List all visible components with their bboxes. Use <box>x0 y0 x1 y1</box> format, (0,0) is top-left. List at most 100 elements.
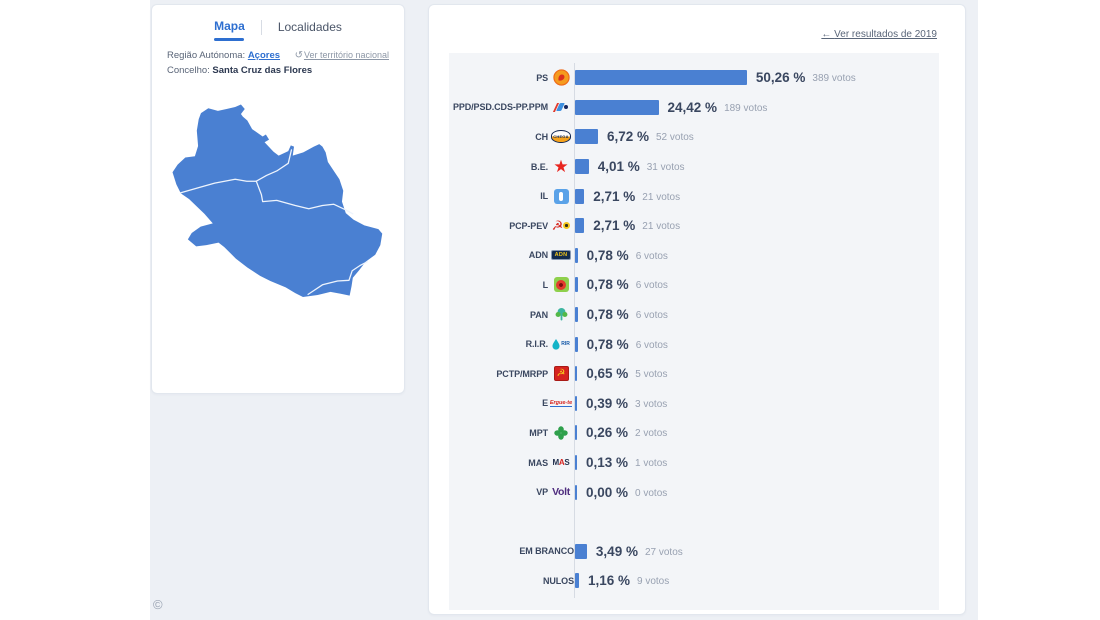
result-bar[interactable] <box>575 129 598 145</box>
bar-zone: 0,26 % 2 votos <box>575 425 939 441</box>
party-label: ADN <box>528 250 548 261</box>
map-box <box>152 89 404 377</box>
result-percent: 0,78 % <box>586 336 629 352</box>
result-percent: 0,65 % <box>586 366 629 382</box>
result-row: CH CHEGA 6,72 % 52 votos <box>449 122 939 152</box>
result-percent: 50,26 % <box>755 70 806 86</box>
psd-coalition-logo <box>548 102 574 112</box>
result-percent: 0,26 % <box>586 425 629 441</box>
result-bar[interactable] <box>575 159 589 175</box>
party-label: IL <box>540 191 548 202</box>
il-logo <box>548 188 574 204</box>
result-votes: 6 votos <box>635 280 668 292</box>
active-tab-underline <box>214 38 245 41</box>
result-bar[interactable] <box>575 277 578 293</box>
results-2019-link[interactable]: ← Ver resultados de 2019 <box>821 29 937 40</box>
result-row: PS 50,26 % 389 votos <box>449 63 939 93</box>
result-row: B.E. ★ 4,01 % 31 votos <box>449 152 939 182</box>
result-bar[interactable] <box>575 336 578 352</box>
bar-zone: 24,42 % 189 votos <box>575 99 939 115</box>
tab-localidades[interactable]: Localidades <box>278 20 342 34</box>
result-votes: 0 votos <box>635 487 668 499</box>
bar-zone: 1,16 % 9 votos <box>575 573 939 589</box>
concelho-label: Concelho: <box>167 65 210 76</box>
tab-localidades-label: Localidades <box>277 20 342 34</box>
result-votes: 52 votos <box>656 132 694 144</box>
bar-zone: 4,01 % 31 votos <box>575 159 939 175</box>
result-votes: 6 votos <box>635 339 668 351</box>
be-logo: ★ <box>553 157 569 177</box>
result-bar[interactable] <box>575 70 747 86</box>
result-bar[interactable] <box>575 425 577 441</box>
result-bar[interactable] <box>575 543 587 559</box>
result-row: PCTP/MRPP ☭ 0,65 % 5 votos <box>449 359 939 389</box>
party-label: NULOS <box>542 575 574 586</box>
livre-logo <box>548 277 574 293</box>
result-votes: 2 votos <box>635 428 668 440</box>
bar-zone: 2,71 % 21 votos <box>575 188 939 204</box>
party-label: MAS <box>528 457 548 468</box>
result-votes: 3 votos <box>635 398 668 410</box>
result-bar[interactable] <box>575 188 585 204</box>
result-percent: 0,13 % <box>586 455 629 471</box>
result-bar[interactable] <box>575 366 578 382</box>
result-row: L 0,78 % 6 votos <box>449 270 939 300</box>
result-percent: 24,42 % <box>667 99 718 115</box>
result-row: E Ergue-te 0,39 % 3 votos <box>449 389 939 419</box>
result-bar[interactable] <box>575 99 659 115</box>
results-panel: ← Ver resultados de 2019 PS 50,26 % 389 vo… <box>428 4 966 615</box>
result-bar[interactable] <box>575 218 585 234</box>
result-votes: 27 votos <box>644 546 683 558</box>
chega-logo: CHEGA <box>548 130 574 144</box>
territory-link[interactable]: ↺Ver território nacional <box>295 50 389 61</box>
result-votes: 9 votos <box>636 576 670 588</box>
ergue-te-logo: Ergue-te <box>549 399 573 407</box>
result-percent: 2,71 % <box>593 218 636 234</box>
result-bar[interactable] <box>575 395 577 411</box>
party-label: MPT <box>529 427 548 438</box>
result-percent: 4,01 % <box>597 159 640 175</box>
result-bar[interactable] <box>575 484 577 500</box>
result-row: PCP-PEV ☭ 2,71 % 21 votos <box>449 211 939 241</box>
result-bar[interactable] <box>575 247 578 263</box>
mpt-logo <box>548 426 574 440</box>
result-bar[interactable] <box>575 455 577 471</box>
party-label: PCTP/MRPP <box>496 368 548 379</box>
result-votes: 21 votos <box>642 191 681 203</box>
region-link-acores[interactable]: Açores <box>247 50 281 61</box>
chart-gap <box>449 507 939 537</box>
region-meta: Região Autónoma: Açores ↺Ver território … <box>167 50 389 76</box>
result-row: MPT 0,26 % 2 votos <box>449 418 939 448</box>
bar-zone: 2,71 % 21 votos <box>575 218 939 234</box>
bar-zone: 3,49 % 27 votos <box>575 543 939 559</box>
undo-rotate-icon: ↺ <box>294 50 303 61</box>
adn-logo: ADN <box>548 250 574 261</box>
result-bar[interactable] <box>575 307 578 323</box>
result-row: PPD/PSD.CDS-PP.PPM 24,42 % 189 votos <box>449 93 939 123</box>
map-panel: Mapa Localidades Região Autónoma: Açores… <box>151 4 405 394</box>
copyright-mark: © <box>153 597 163 612</box>
pcp-pev-logo: ☭ <box>548 219 574 232</box>
result-votes: 31 votos <box>646 162 685 174</box>
concelho-map[interactable] <box>161 89 396 377</box>
parish-boundaries <box>179 149 368 296</box>
result-percent: 1,16 % <box>587 573 630 589</box>
result-row: IL 2,71 % 21 votos <box>449 181 939 211</box>
party-label: B.E. <box>530 161 548 172</box>
tab-mapa[interactable]: Mapa <box>214 19 245 41</box>
result-row: PAN 0,78 % 6 votos <box>449 300 939 330</box>
result-percent: 3,49 % <box>595 543 638 559</box>
result-votes: 21 votos <box>642 221 681 233</box>
result-percent: 2,71 % <box>593 188 636 204</box>
bar-zone: 0,78 % 6 votos <box>575 307 939 323</box>
rir-logo: RIR <box>548 338 574 350</box>
pan-logo <box>548 307 574 322</box>
party-label: E <box>542 398 548 409</box>
party-label: VP <box>536 487 548 498</box>
result-votes: 189 votos <box>724 102 768 114</box>
result-percent: 0,78 % <box>586 307 629 323</box>
bar-zone: 0,00 % 0 votos <box>575 484 939 500</box>
result-row: ADN ADN 0,78 % 6 votos <box>449 241 939 271</box>
bar-zone: 0,39 % 3 votos <box>575 395 939 411</box>
result-bar[interactable] <box>575 573 579 589</box>
